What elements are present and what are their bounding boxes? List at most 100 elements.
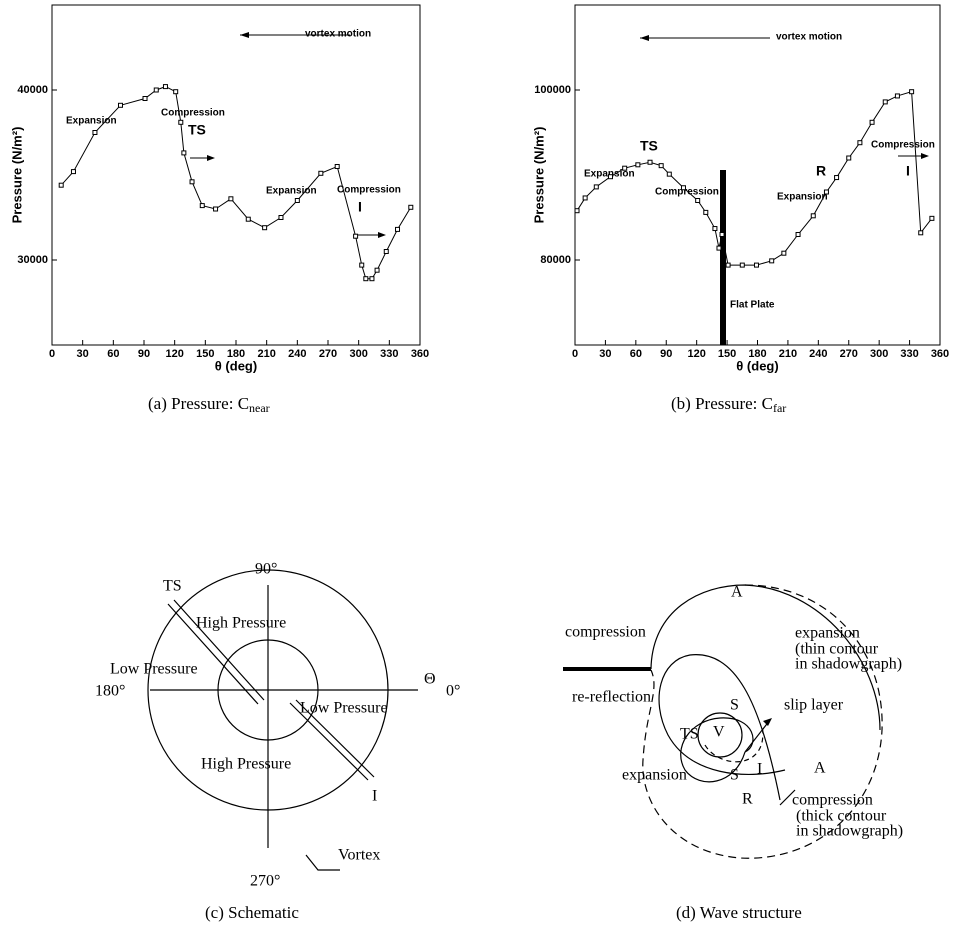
x-tick-label: 270 [319, 348, 337, 360]
label: compression [792, 792, 873, 809]
leader [306, 855, 340, 870]
y-tick-label: 80000 [540, 254, 571, 266]
arrowhead [378, 232, 386, 238]
caption: (b) Pressure: Cfar [671, 394, 786, 415]
marker [919, 231, 923, 235]
marker [930, 216, 934, 220]
label: TS [680, 726, 699, 743]
marker [713, 227, 717, 231]
y-axis-label: Pressure (N/m²) [9, 127, 24, 224]
arrowhead [207, 155, 215, 161]
x-tick-label: 300 [349, 348, 367, 360]
marker [754, 263, 758, 267]
y-tick-label: 30000 [17, 254, 48, 266]
annotation: I [906, 163, 910, 179]
annotation: Compression [161, 108, 225, 119]
annotation: TS [188, 122, 206, 138]
marker [246, 217, 250, 221]
annotation: R [816, 163, 826, 179]
x-axis-label: θ (deg) [215, 358, 257, 373]
marker [370, 277, 374, 281]
x-tick-label: 30 [77, 348, 89, 360]
marker [720, 233, 724, 237]
x-tick-label: 360 [931, 348, 949, 360]
diagram-d: A compression expansion (thin contour in… [563, 584, 903, 922]
marker [384, 250, 388, 254]
diagram-c: 90° 180° 0° 270° Θ TS High Pressure Low … [95, 561, 460, 922]
x-tick-label: 0 [49, 348, 55, 360]
marker [354, 234, 358, 238]
x-tick-label: 330 [900, 348, 918, 360]
figure: vortex motion Expansion Compression TS E… [0, 0, 954, 926]
label: 90° [255, 561, 277, 578]
marker [594, 185, 598, 189]
marker [717, 246, 721, 250]
label: expansion [622, 767, 687, 784]
marker [154, 88, 158, 92]
x-tick-label: 300 [870, 348, 888, 360]
marker [667, 172, 671, 176]
y-axis-label: Pressure (N/m²) [531, 127, 546, 224]
x-tick-label: 0 [572, 348, 578, 360]
arrowhead [763, 718, 772, 726]
marker [396, 227, 400, 231]
annotation: Compression [337, 185, 401, 196]
marker [608, 175, 612, 179]
label: Low Pressure [110, 661, 198, 678]
caption: (d) Wave structure [676, 903, 802, 922]
arrow [745, 720, 770, 752]
label: compression [565, 624, 646, 641]
annotation: TS [640, 138, 658, 154]
x-tick-label: 240 [809, 348, 827, 360]
label: slip layer [784, 697, 844, 714]
caption: (a) Pressure: Cnear [148, 394, 270, 415]
x-tick-label: 360 [411, 348, 429, 360]
flat-plate [563, 667, 651, 671]
marker [883, 100, 887, 104]
x-axis-label: θ (deg) [736, 358, 778, 373]
x-tick-label: 90 [138, 348, 150, 360]
annotation: vortex motion [776, 32, 842, 43]
flat-plate [720, 170, 726, 345]
marker [704, 210, 708, 214]
marker [335, 165, 339, 169]
label: A [731, 584, 743, 601]
label: re-reflection [572, 689, 651, 706]
marker [360, 263, 364, 267]
x-tick-label: 60 [630, 348, 642, 360]
marker [895, 94, 899, 98]
marker [214, 207, 218, 211]
label: V [713, 724, 725, 741]
x-tick-label: 120 [687, 348, 705, 360]
marker [59, 183, 63, 187]
marker [179, 120, 183, 124]
marker [796, 233, 800, 237]
annotation: Flat Plate [730, 300, 775, 311]
marker [636, 163, 640, 167]
x-tick-label: 240 [288, 348, 306, 360]
marker [696, 199, 700, 203]
marker [174, 90, 178, 94]
label: 0° [446, 683, 460, 700]
marker [200, 204, 204, 208]
label: in shadowgraph) [796, 823, 903, 840]
label: 180° [95, 683, 125, 700]
marker [770, 259, 774, 263]
plot-frame [52, 5, 420, 345]
marker [182, 151, 186, 155]
label: TS [163, 578, 182, 595]
marker [319, 171, 323, 175]
annotation: vortex motion [305, 29, 371, 40]
marker [835, 176, 839, 180]
x-tick-label: 210 [257, 348, 275, 360]
x-tick-label: 150 [718, 348, 736, 360]
marker [740, 263, 744, 267]
label: S [730, 767, 739, 784]
x-tick-label: 150 [196, 348, 214, 360]
annotation: I [358, 199, 362, 215]
marker [263, 226, 267, 230]
arrowhead [240, 32, 249, 38]
marker [583, 196, 587, 200]
marker [824, 190, 828, 194]
marker [375, 268, 379, 272]
